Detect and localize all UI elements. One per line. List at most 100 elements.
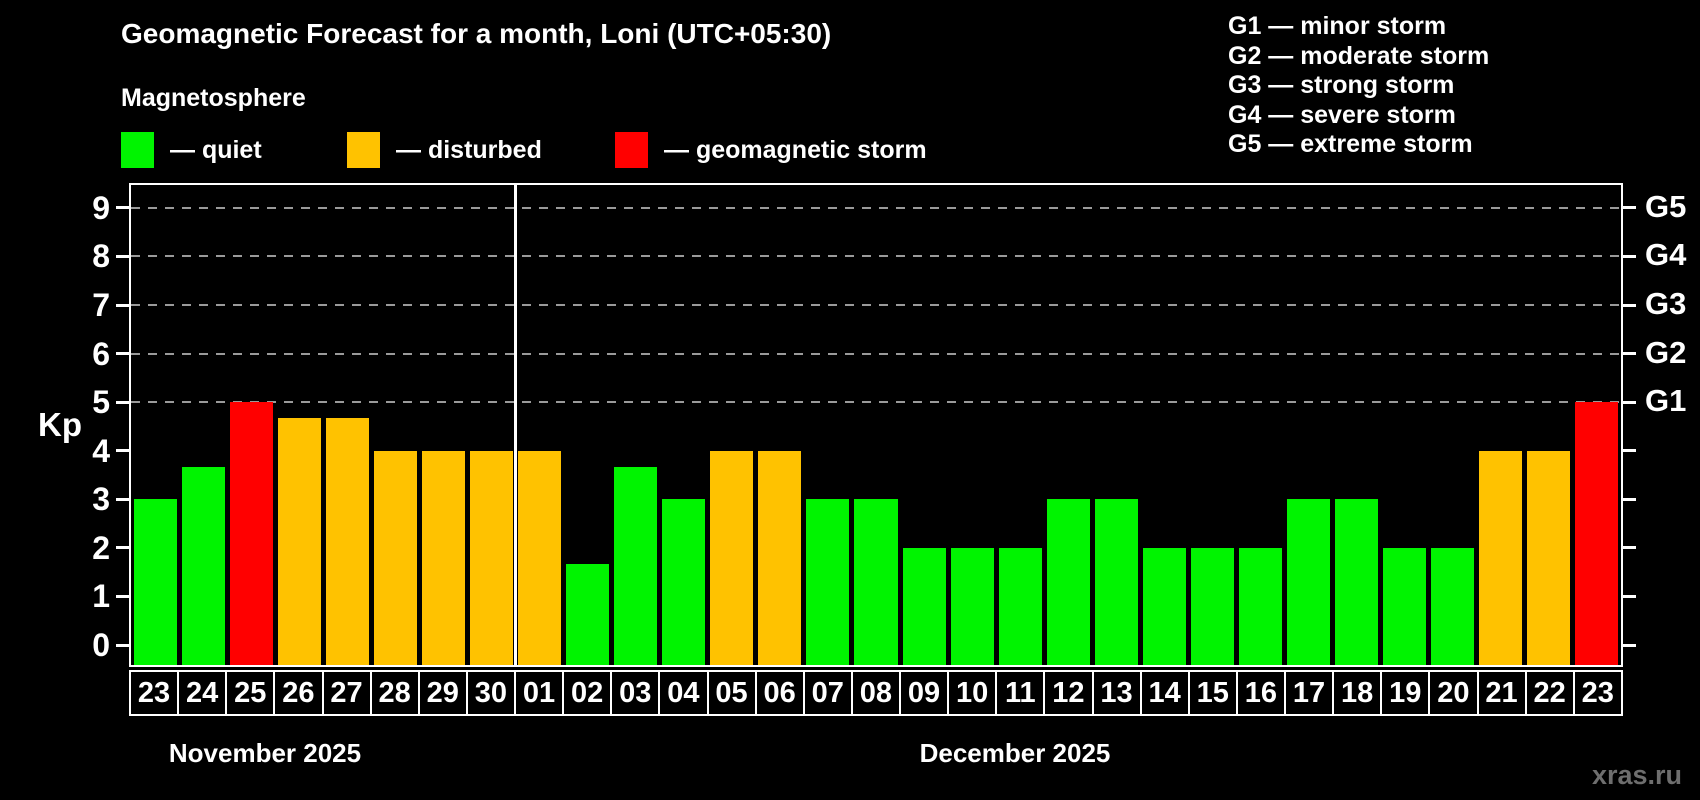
day-cell: 01 <box>514 670 565 716</box>
day-cell: 13 <box>1091 670 1142 716</box>
kp-bar <box>614 466 658 665</box>
kp-bar <box>229 402 273 665</box>
y-axis-tick-right <box>1623 303 1636 307</box>
g-legend-line: G2 — moderate storm <box>1228 41 1490 70</box>
right-axis-g-label: G5 <box>1645 188 1687 224</box>
day-cell: 14 <box>1139 670 1190 716</box>
month-separator-line <box>514 185 518 665</box>
kp-bar <box>566 563 610 665</box>
day-cell: 23 <box>129 670 180 716</box>
y-axis-tick-left <box>116 643 129 647</box>
right-axis-g-label: G2 <box>1645 334 1687 370</box>
day-cell: 30 <box>465 670 516 716</box>
kp-bar <box>518 450 562 665</box>
kp-bar <box>421 450 465 665</box>
kp-bar <box>181 466 225 665</box>
kp-bar <box>1094 499 1138 665</box>
day-cell: 27 <box>321 670 372 716</box>
y-axis-tick-right <box>1623 643 1636 647</box>
kp-bar <box>710 450 754 665</box>
day-cell: 26 <box>273 670 324 716</box>
day-cell: 09 <box>899 670 950 716</box>
chart-subtitle: Magnetosphere <box>121 84 306 112</box>
day-cell: 22 <box>1524 670 1575 716</box>
gridline <box>131 255 1621 258</box>
y-axis-tick-left <box>116 594 129 598</box>
y-axis-tick-left <box>116 352 129 356</box>
y-axis-tick-left <box>116 449 129 453</box>
gridline <box>131 401 1621 404</box>
right-axis-g-label: G3 <box>1645 286 1687 321</box>
y-axis-tick-left <box>116 206 129 210</box>
quiet-color-swatch <box>121 132 154 168</box>
legend-label-quiet: — quiet <box>170 135 262 164</box>
day-cell: 04 <box>658 670 709 716</box>
y-axis-title: Kp <box>38 406 82 444</box>
day-cell: 12 <box>1043 670 1094 716</box>
y-axis-label: 0 <box>92 627 110 664</box>
y-axis-tick-left <box>116 546 129 550</box>
y-axis-tick-left <box>116 497 129 501</box>
g-scale-legend: G1 — minor storm G2 — moderate storm G3 — … <box>1228 12 1489 160</box>
kp-bar <box>1287 499 1331 665</box>
kp-bar <box>806 499 850 665</box>
day-cell: 10 <box>947 670 998 716</box>
kp-bar <box>758 450 802 665</box>
y-axis-tick-right <box>1623 594 1636 598</box>
storm-color-swatch <box>615 132 648 168</box>
day-cell: 06 <box>754 670 805 716</box>
y-axis-label: 4 <box>92 432 110 469</box>
watermark: xras.ru <box>1591 760 1682 790</box>
g-legend-line: G4 — severe storm <box>1228 100 1456 129</box>
day-cell: 08 <box>850 670 901 716</box>
day-cell: 02 <box>562 670 613 716</box>
y-axis-label: 1 <box>92 578 110 615</box>
y-axis-label: 5 <box>92 384 110 421</box>
disturbed-color-swatch <box>347 132 380 168</box>
kp-bar <box>1479 450 1523 665</box>
kp-bar <box>1046 499 1090 665</box>
kp-bar <box>1431 547 1475 665</box>
y-axis-tick-right <box>1623 352 1636 356</box>
kp-bar <box>325 418 369 665</box>
kp-bar <box>1238 547 1283 665</box>
kp-bar <box>277 418 321 665</box>
kp-bar <box>1190 547 1234 665</box>
right-axis-g-label: G1 <box>1645 383 1687 419</box>
day-cell: 17 <box>1284 670 1335 716</box>
kp-bar <box>854 499 898 665</box>
y-axis-label: 8 <box>92 238 110 275</box>
kp-bar <box>1383 547 1427 665</box>
day-cell: 28 <box>369 670 420 716</box>
kp-bar <box>1335 499 1379 665</box>
day-cell: 18 <box>1332 670 1383 716</box>
day-cell: 29 <box>417 670 468 716</box>
kp-bar <box>373 450 417 665</box>
kp-bar <box>998 547 1042 665</box>
day-cell: 03 <box>610 670 661 716</box>
legend-label-storm: — geomagnetic storm <box>664 135 927 164</box>
kp-bar <box>133 499 177 665</box>
day-cell: 15 <box>1187 670 1238 716</box>
gridline <box>131 352 1621 355</box>
g-legend-line: G3 — strong storm <box>1228 71 1455 99</box>
y-axis-tick-left <box>116 303 129 307</box>
kp-bar <box>1527 450 1571 665</box>
plot-area <box>129 183 1623 667</box>
y-axis-tick-right <box>1623 449 1636 453</box>
y-axis-tick-right <box>1623 546 1636 550</box>
legend-item-storm: — geomagnetic storm <box>615 131 927 169</box>
gridline <box>131 304 1621 306</box>
legend-label-disturbed: — disturbed <box>396 135 542 164</box>
day-cell: 20 <box>1428 670 1479 716</box>
day-cell: 24 <box>177 670 228 716</box>
day-cell: 19 <box>1380 670 1431 716</box>
y-axis-tick-right <box>1623 497 1636 501</box>
kp-bar <box>662 499 706 665</box>
day-cell: 07 <box>802 670 853 716</box>
kp-bar <box>1575 402 1619 665</box>
y-axis-label: 7 <box>92 287 110 323</box>
day-cell: 25 <box>225 670 276 716</box>
y-axis-label: 3 <box>92 481 110 518</box>
